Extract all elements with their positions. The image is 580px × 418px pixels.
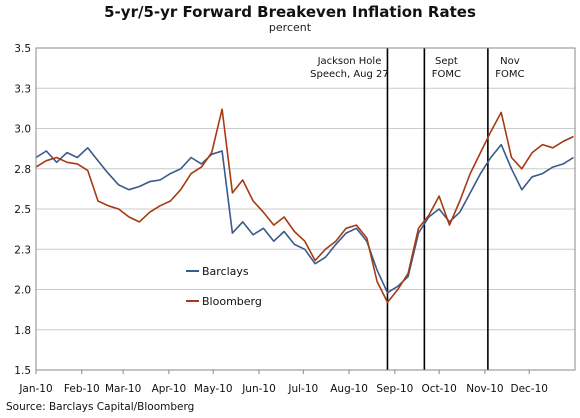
x-tick-label: Nov-10: [466, 383, 503, 395]
series-line-barclays: [35, 143, 574, 294]
x-tick-label: Sep-10: [376, 383, 413, 395]
x-tick-label: May-10: [194, 383, 233, 395]
x-tick-label: Oct-10: [421, 383, 456, 395]
event-annotation: Nov: [500, 56, 520, 67]
y-tick-label: 3.3: [14, 83, 31, 95]
legend: Barclays Bloomberg: [186, 265, 262, 308]
y-tick-label: 2.8: [14, 164, 31, 176]
y-tick-label: 1.5: [14, 365, 31, 377]
chart-title: 5-yr/5-yr Forward Breakeven Inflation Ra…: [104, 3, 476, 21]
event-annotation: FOMC: [432, 69, 461, 80]
x-tick-label: Jun-10: [241, 383, 276, 395]
source-note: Source: Barclays Capital/Bloomberg: [6, 401, 195, 413]
x-tick-label: Dec-10: [510, 383, 547, 395]
x-tick-label: Jan-10: [18, 383, 52, 395]
legend-label: Bloomberg: [202, 295, 262, 308]
chart-subtitle: percent: [268, 21, 312, 34]
event-annotation: Speech, Aug 27: [310, 69, 389, 80]
event-annotation: Sept: [435, 56, 458, 67]
y-tick-label: 2.0: [14, 285, 31, 297]
event-annotation: Jackson Hole: [317, 56, 382, 67]
y-tick-label: 3.5: [14, 43, 31, 55]
series-lines: [35, 108, 574, 304]
event-annotation: FOMC: [495, 69, 524, 80]
x-tick-label: Jul-10: [287, 383, 318, 395]
axes: 1.5 1.8 2.0 2.3 2.5 2.8 3.0 3.3 3.5 Jan-10 Feb-10 M…: [14, 43, 576, 395]
series-line-bloomberg: [35, 108, 574, 304]
plot-frame: [35, 47, 576, 371]
x-tick-label: Feb-10: [64, 383, 100, 395]
x-tick-label: Aug-10: [330, 383, 368, 395]
y-tick-label: 1.8: [14, 325, 31, 337]
event-lines: Jackson Hole Speech, Aug 27 Sept FOMC Nov FOM…: [310, 48, 525, 370]
x-tick-label: Apr-10: [152, 383, 187, 395]
x-tick-label: Mar-10: [105, 383, 141, 395]
legend-label: Barclays: [202, 265, 249, 278]
y-tick-label: 2.5: [14, 204, 31, 216]
y-tick-label: 3.0: [14, 124, 31, 136]
y-tick-label: 2.3: [14, 244, 31, 256]
